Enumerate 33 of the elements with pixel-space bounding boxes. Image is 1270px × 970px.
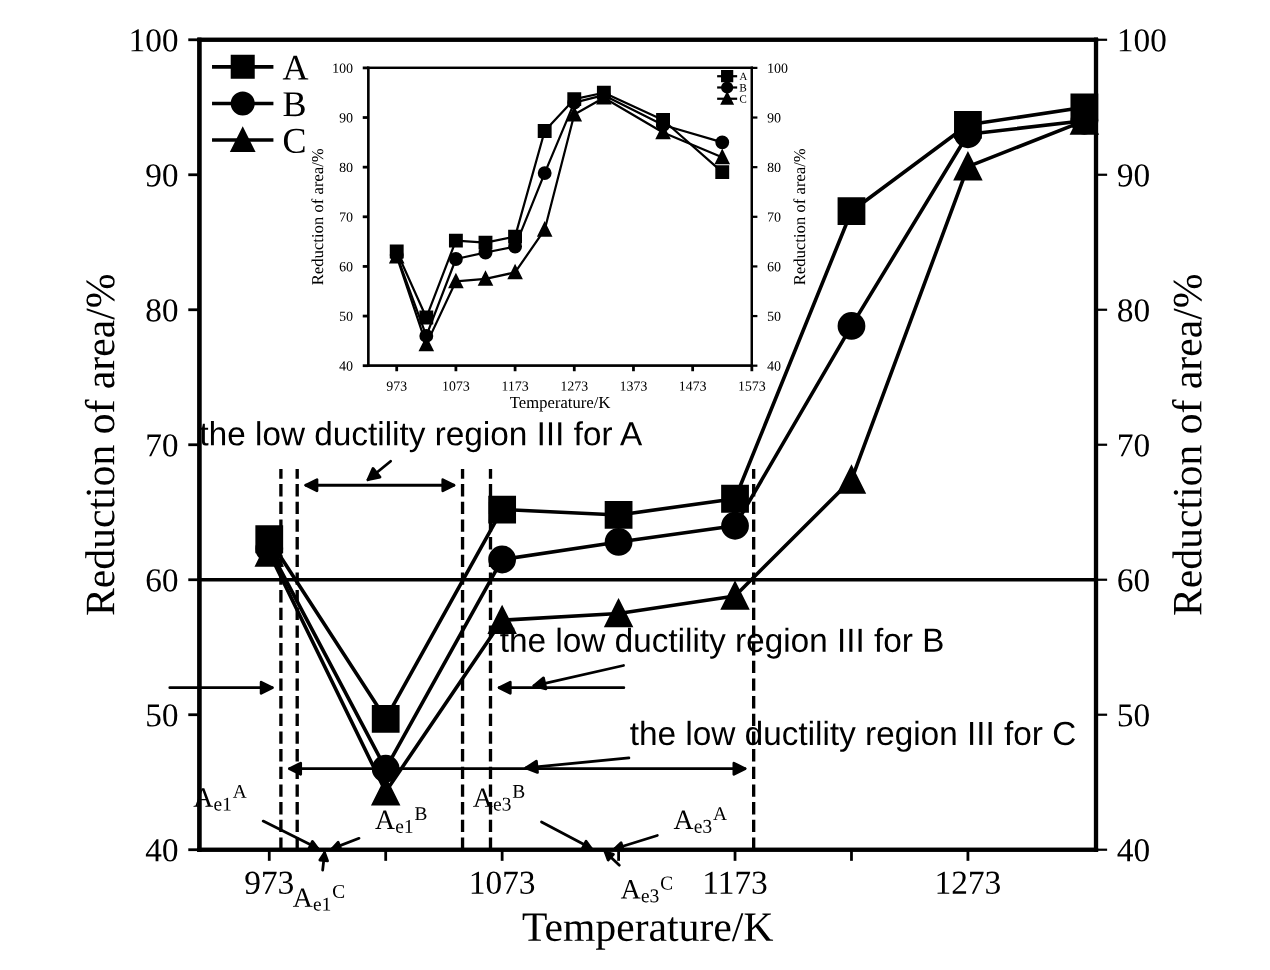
text: A$_{e1}$$^{C}$ (292, 884, 345, 911)
y-tick-label: 100 (131, 29, 178, 52)
x-tick-label: 1173 (705, 871, 767, 895)
x-tick-label: 973 (245, 871, 293, 895)
y-tick-label: 70 (147, 434, 178, 457)
y2-axis-title: Reduction of area/% (793, 148, 806, 285)
legend-label: B (283, 92, 305, 117)
y-tick-label: 60 (146, 569, 178, 592)
legend-label: C (283, 128, 305, 154)
y2-tick-label: 100 (1119, 29, 1166, 52)
y-axis-title: Reduction of area/% (84, 274, 115, 615)
x-axis-title: Temperature/K (510, 396, 611, 412)
y2-tick-label: 70 (1119, 434, 1149, 457)
y2-tick-label: 80 (1118, 299, 1149, 322)
y-tick-label: 50 (147, 704, 178, 727)
text: A$_{e3}$$^{C}$ (620, 876, 673, 903)
annotation: A$_{e1}$$^{B}$ (375, 807, 427, 833)
x-tick-label: 1273 (937, 871, 1000, 895)
y-tick-label: 40 (145, 839, 178, 862)
x-tick-label: 1073 (471, 871, 535, 895)
y2-tick-label: 50 (1118, 704, 1149, 727)
annotation: the low ductility region III for C (630, 720, 1075, 752)
x-axis-title: Temperature/K (522, 913, 774, 950)
y2-axis-title: Reduction of area/% (1171, 274, 1202, 615)
y-axis-title: Reduction of area/% (311, 148, 324, 285)
annotation: A$_{e3}$$^{B}$ (473, 785, 525, 811)
legend-label: A (282, 55, 309, 80)
y2-tick-label: 40 (1117, 839, 1149, 862)
y2-tick-label: 90 (1117, 164, 1149, 187)
annotation: A$_{e3}$$^{A}$ (673, 807, 727, 833)
y-tick-label: 80 (146, 299, 178, 322)
y2-tick-label: 60 (1118, 569, 1149, 592)
y-tick-label: 90 (146, 164, 178, 187)
